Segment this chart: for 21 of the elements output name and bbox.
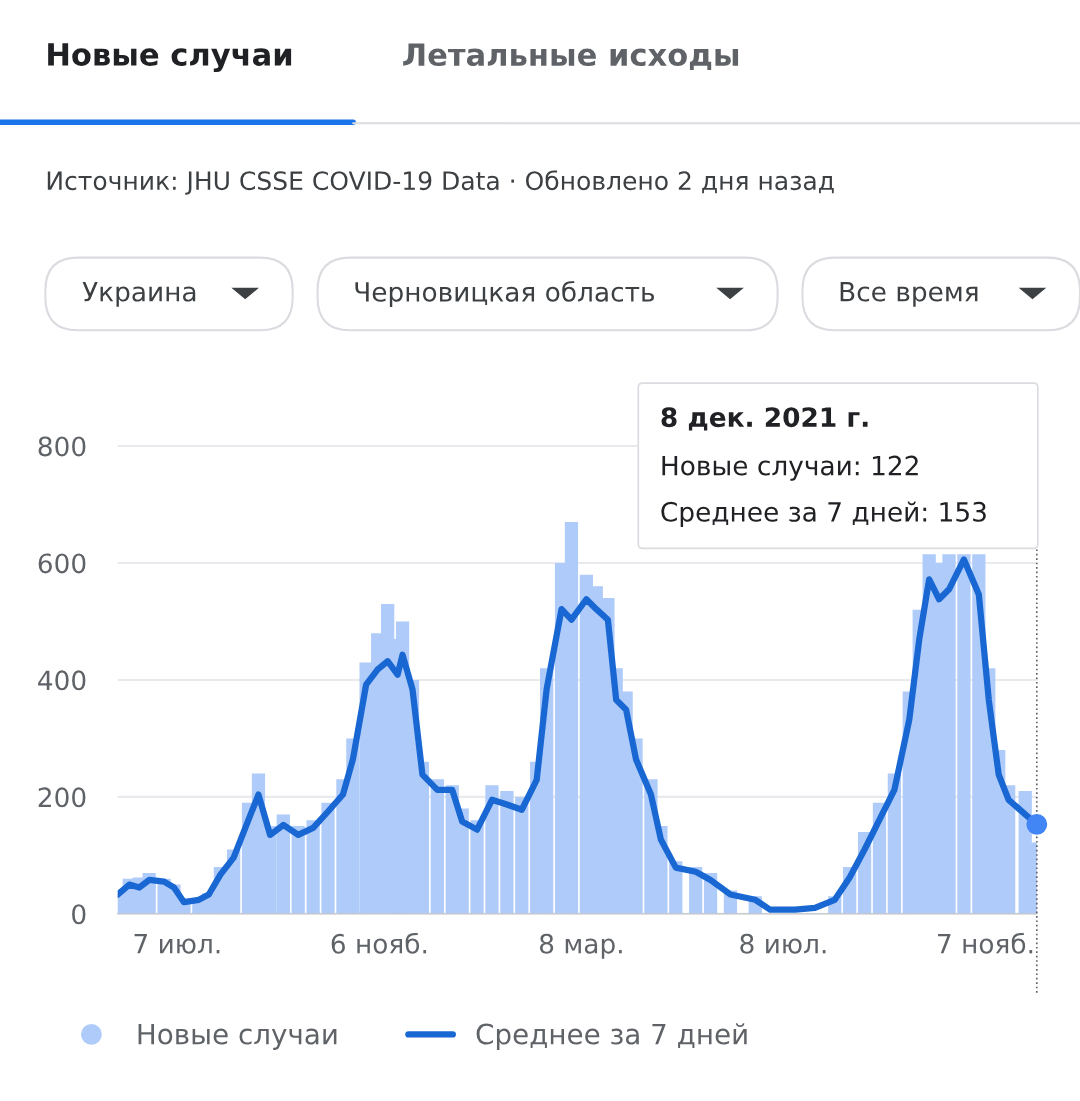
y-tick-label: 0 [72,904,86,925]
annotation: 8 дек. 2021 г. [661,407,868,431]
y-tick-label: 800 [38,436,86,457]
text: Источник: JHU CSSE COVID-19 Data · Обновлено 2 дня назад [47,170,834,195]
y-tick-label: 600 [38,553,86,574]
y-tick-label: 200 [38,787,86,808]
x-tick-label: 8 июл. [740,933,826,954]
text: Украина [82,282,196,307]
text: Новые случаи [48,43,292,73]
x-tick-label: 6 нояб. [331,932,427,954]
text: Летальные исходы [403,43,739,70]
annotation: Новые случаи: 122 [662,455,918,481]
x-tick-label: 8 мар. [539,933,622,959]
y-tick-label: 400 [38,670,86,691]
legend-label: Среднее за 7 дней [476,1023,747,1050]
legend-label: Новые случаи [138,1023,337,1050]
annotation: Среднее за 7 дней: 153 [661,501,986,527]
text: Черновицкая область [355,280,654,307]
text: Все время [840,282,978,307]
x-tick-label: 7 нояб. [938,932,1033,954]
x-tick-label: 7 июл. [134,934,220,954]
